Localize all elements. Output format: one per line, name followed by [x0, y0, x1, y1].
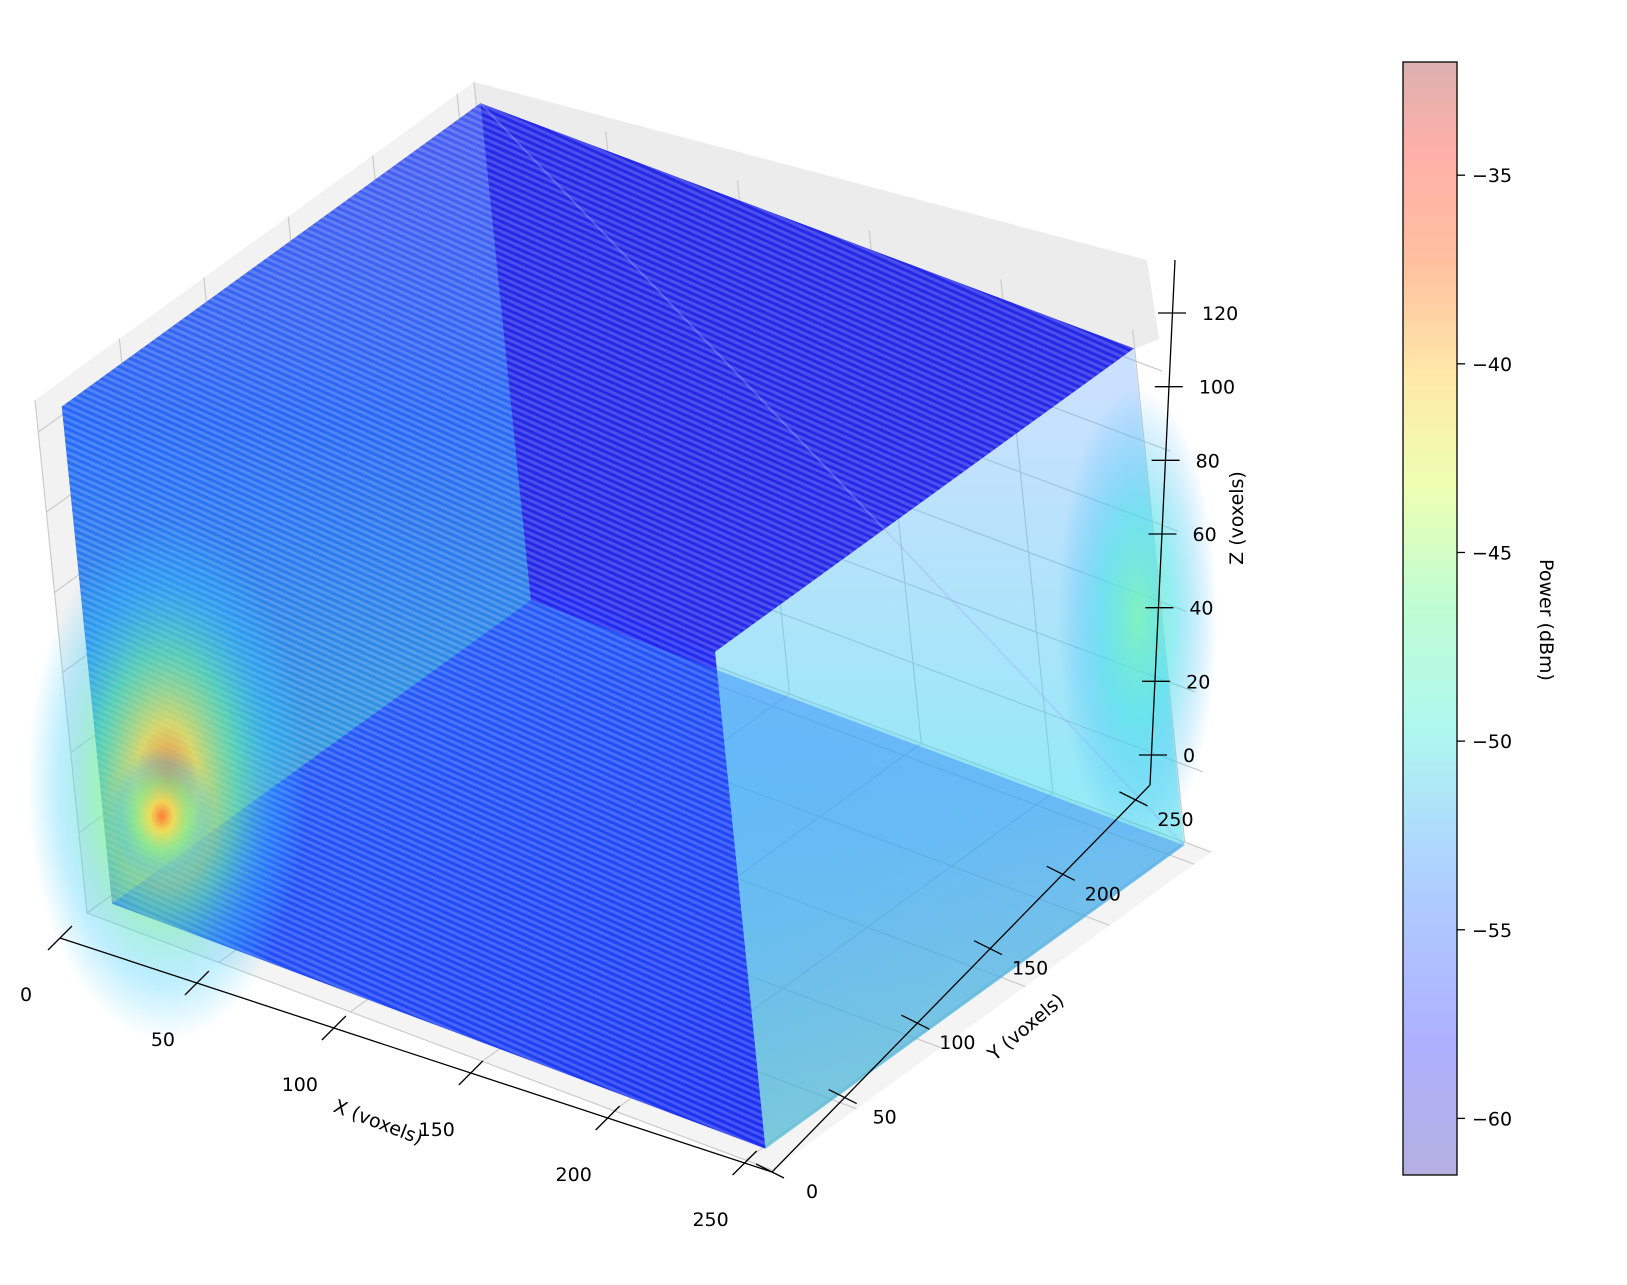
- colorbar-tick-label: −55: [1472, 920, 1512, 942]
- hotspot-2: [1057, 387, 1218, 848]
- colorbar: [1402, 61, 1458, 1176]
- colorbar-tick-label: −40: [1472, 354, 1512, 376]
- x-tick-label: 50: [151, 1029, 175, 1051]
- colorbar-tick-label: −50: [1472, 731, 1512, 753]
- y-tick: [755, 1163, 785, 1179]
- colorbar-tick-label: −35: [1472, 165, 1512, 187]
- voxel-volume: [26, 102, 1218, 1149]
- y-axis-line: [771, 784, 1151, 1173]
- colorbar-tick-label: −45: [1472, 542, 1512, 564]
- z-tick-label: 80: [1196, 450, 1220, 472]
- z-tick-label: 100: [1199, 377, 1235, 399]
- x-tick: [321, 1015, 347, 1041]
- z-tick-label: 20: [1186, 671, 1210, 693]
- y-tick: [1119, 791, 1148, 807]
- y-tick: [828, 1088, 857, 1105]
- colorbar-ticks: −35 −40 −45 −50 −55 −60: [1457, 165, 1512, 1130]
- y-tick: [973, 940, 1003, 956]
- x-axis-label: X (voxels): [330, 1095, 425, 1149]
- y-tick-label: 150: [1012, 958, 1048, 980]
- y-tick-label: 0: [806, 1181, 818, 1203]
- axes-lines: [59, 259, 1176, 1173]
- axes-ticks: 0 50 100 150 200 250 0 50 100 150 200 250 0 20 40 60 80 1…: [20, 303, 1238, 1231]
- z-tick-label: 60: [1193, 524, 1217, 546]
- colorbar-body: [1402, 61, 1458, 1176]
- x-tick-label: 250: [692, 1209, 728, 1231]
- x-tick: [47, 925, 73, 951]
- z-tick-label: 40: [1189, 598, 1213, 620]
- z-tick-label: 0: [1183, 745, 1195, 767]
- x-tick: [732, 1150, 758, 1176]
- voxel-texture: [61, 103, 1134, 1149]
- y-tick: [1046, 865, 1076, 881]
- x-tick-label: 150: [419, 1119, 455, 1141]
- x-tick: [184, 970, 210, 996]
- x-tick-label: 0: [20, 984, 32, 1006]
- x-tick-label: 200: [556, 1164, 592, 1186]
- colorbar-label: Power (dBm): [1535, 559, 1557, 681]
- y-tick-label: 250: [1157, 809, 1193, 831]
- y-tick: [901, 1014, 930, 1030]
- hotspot-core: [106, 746, 217, 887]
- z-tick-label: 120: [1202, 303, 1238, 325]
- colorbar-tick-label: −60: [1472, 1108, 1512, 1130]
- y-tick-label: 50: [873, 1107, 897, 1129]
- y-tick-label: 100: [939, 1032, 975, 1054]
- x-tick: [458, 1060, 484, 1086]
- z-axis-label: Z (voxels): [1226, 471, 1248, 565]
- z-axis-line: [1149, 259, 1176, 786]
- y-tick-label: 200: [1085, 883, 1121, 905]
- x-tick-label: 100: [282, 1074, 318, 1096]
- x-tick: [595, 1105, 621, 1131]
- x-axis-line: [59, 937, 773, 1173]
